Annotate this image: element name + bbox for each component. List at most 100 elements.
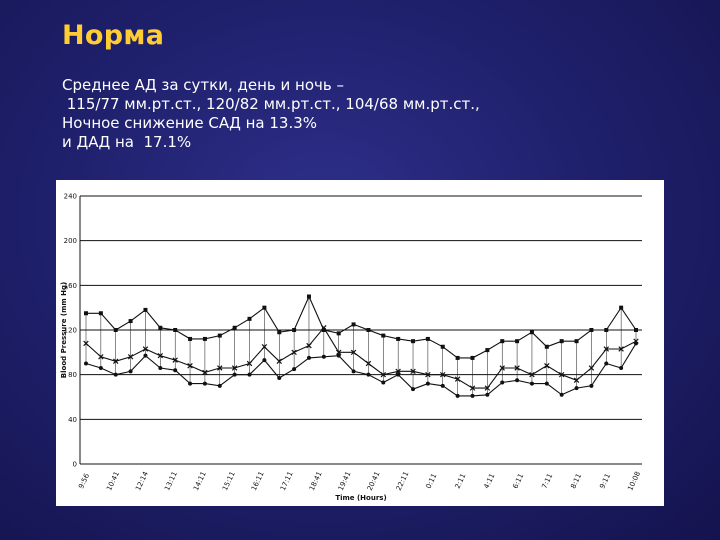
data-point-x [484,385,491,391]
data-point-square [143,307,148,312]
data-point-x [618,346,624,352]
data-point-x [410,368,416,375]
data-point-square [292,328,297,332]
x-tick-label: 10:41 [105,470,121,492]
data-point-dot [425,381,430,386]
data-point-dot [336,353,341,358]
data-point-square [188,336,193,341]
data-point-x [157,352,164,359]
series-line-dot [85,343,637,397]
data-point-x [395,368,401,375]
data-point-x [544,363,550,369]
y-tick-label: 160 [64,282,77,290]
y-tick-label: 80 [68,371,77,379]
data-point-x [603,346,609,352]
data-point-x [142,346,149,352]
data-point-square [202,336,207,341]
data-point-square [232,325,237,330]
data-point-square [455,355,460,360]
data-point-dot [366,372,371,377]
data-point-dot [604,361,609,366]
data-point-dot [262,358,267,363]
data-point-x [573,377,580,383]
data-point-dot [188,381,193,386]
data-point-square [470,355,475,360]
data-point-x [187,363,193,369]
data-point-x [261,344,268,350]
data-point-square [396,336,401,341]
data-point-square [98,311,103,316]
data-point-x [246,360,253,367]
data-point-x [514,365,520,371]
data-point-square [128,319,133,324]
x-tick-label: 13:11 [163,470,179,492]
x-tick-label: 10:08 [626,470,642,492]
data-point-x [321,325,327,331]
x-tick-label: 19:41 [337,470,353,492]
data-point-square [247,316,252,321]
data-point-dot [158,365,163,370]
y-tick-label: 40 [68,416,77,424]
data-point-x [588,365,595,371]
data-point-dot [634,341,638,346]
x-tick-label: 4:11 [483,472,497,490]
data-point-x [425,371,431,378]
x-tick-label: 9:11 [598,472,612,490]
data-point-dot [396,372,401,377]
data-point-x [469,385,476,391]
data-point-x [127,354,134,360]
data-point-dot [232,372,237,377]
data-point-square [366,328,371,332]
data-point-x [98,354,104,360]
data-point-square [158,325,163,330]
data-point-square [515,339,520,344]
data-point-dot [529,381,534,386]
data-point-dot [217,383,222,388]
x-tick-label: 17:11 [279,470,295,492]
data-point-dot [559,392,564,397]
data-point-x [291,349,297,356]
data-point-square [544,344,549,349]
x-tick-label: 0:11 [425,472,439,490]
data-point-x [529,371,535,378]
data-point-square [529,330,534,335]
slide-description: Среднее АД за сутки, день и ночь – 115/7… [62,76,480,152]
data-point-square [336,331,341,336]
data-point-square [440,344,445,349]
data-point-x [365,360,372,367]
data-point-x [217,365,223,371]
x-tick-label: 8:11 [569,472,583,490]
data-point-dot [292,367,297,372]
x-tick-label: 7:11 [540,472,554,490]
data-point-dot [574,386,579,391]
data-point-square [306,294,311,299]
series-line-x [85,326,637,389]
data-point-dot [470,393,475,398]
y-tick-label: 0 [73,461,77,469]
desc-line-2: 115/77 мм.рт.ст., 120/82 мм.рт.ст., 104/… [62,95,480,113]
data-point-dot [485,392,490,397]
data-point-square [574,339,579,344]
y-tick-label: 240 [64,193,77,201]
data-point-x [172,357,178,363]
data-point-x [350,349,357,356]
data-point-dot [113,372,118,377]
data-point-square [604,328,609,332]
data-point-x [380,371,387,378]
data-point-x [202,369,208,376]
data-point-dot [173,368,178,373]
data-point-dot [84,361,88,366]
data-point-square [485,348,490,353]
data-point-square [500,339,505,344]
data-point-dot [589,383,594,388]
data-point-square [262,305,267,310]
x-axis-title: Time (Hours) [335,494,386,502]
data-point-square [321,328,326,332]
data-point-square [425,336,430,341]
data-point-dot [143,353,148,358]
data-point-dot [619,365,624,370]
data-point-x [558,371,565,378]
data-point-dot [98,365,103,370]
data-point-square [411,339,416,344]
data-point-square [559,339,564,344]
